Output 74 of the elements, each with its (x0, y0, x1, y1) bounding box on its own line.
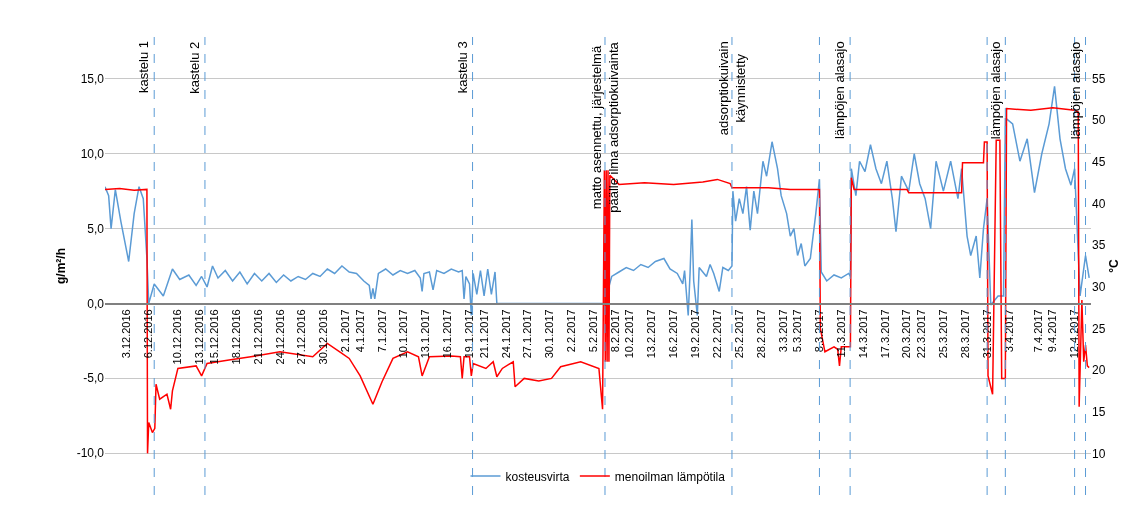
x-tick-label: 21.1.2017 (477, 309, 490, 359)
x-tick-label: 22.2.2017 (710, 309, 723, 359)
x-tick-label: 15.12.2016 (207, 309, 220, 365)
x-tick-label: 5.3.2017 (791, 309, 804, 353)
x-tick-label: 6.12.2016 (142, 309, 155, 359)
x-tick-label: 12.4.2017 (1068, 309, 1081, 359)
legend-label: kosteusvirta (505, 469, 570, 484)
x-tick-label: 21.12.2016 (251, 309, 264, 365)
x-tick-label: 16.2.2017 (667, 309, 680, 359)
ref-line-label: kastelu 1 (136, 40, 152, 93)
x-tick-label: 2.2.2017 (565, 309, 578, 353)
x-tick-label: 27.1.2017 (521, 309, 534, 359)
x-tick-label: 25.2.2017 (732, 309, 745, 359)
x-tick-label: 8.2.2017 (608, 309, 621, 353)
x-tick-label: 24.1.2017 (499, 309, 512, 359)
x-tick-label: 9.4.2017 (1046, 309, 1059, 353)
x-tick-label: 28.2.2017 (754, 309, 767, 359)
x-tick-label: 30.12.2016 (317, 309, 330, 365)
x-tick-label: 27.12.2016 (295, 309, 308, 365)
y2-tick-label: 10 (1092, 446, 1106, 461)
x-tick-label: 31.3.2017 (980, 309, 993, 359)
y-tick-label: -10,0 (76, 446, 105, 461)
x-tick-label: 24.12.2016 (273, 309, 286, 365)
y-tick-label: 5,0 (87, 221, 105, 236)
legend-label: menoilman lämpötila (614, 469, 726, 484)
x-tick-label: 19.2.2017 (689, 309, 702, 359)
x-tick-label: 10.12.2016 (171, 309, 184, 365)
x-tick-label: 13.12.2016 (193, 309, 206, 365)
x-tick-label: 13.1.2017 (419, 309, 432, 359)
ref-line-label: adsorptiokuivain käynnistetty (715, 41, 748, 136)
y-tick-label: -5,0 (83, 371, 105, 386)
x-tick-label: 18.12.2016 (229, 309, 242, 365)
x-tick-label: 25.3.2017 (936, 309, 949, 359)
x-tick-label: 3.3.2017 (776, 309, 789, 353)
x-tick-label: 3.12.2016 (120, 309, 133, 359)
y2-tick-label: 40 (1092, 196, 1106, 211)
x-tick-label: 16.1.2017 (441, 309, 454, 359)
y2-tick-label: 35 (1092, 238, 1106, 253)
x-tick-label: 8.3.2017 (813, 309, 826, 353)
x-tick-label: 30.1.2017 (543, 309, 556, 359)
y-tick-label: 0,0 (87, 296, 105, 311)
y-tick-label: 15,0 (80, 72, 105, 87)
x-tick-label: 11.3.2017 (834, 309, 847, 358)
y2-tick-label: 55 (1092, 71, 1106, 86)
y-axis-title: g/m²/h (53, 248, 68, 284)
ref-line-label: lämpöjen alasajo (987, 41, 1003, 140)
x-tick-label: 13.2.2017 (645, 309, 658, 359)
x-tick-label: 10.1.2017 (397, 309, 410, 359)
ref-line-label: kastelu 2 (187, 41, 203, 94)
y2-tick-label: 30 (1092, 280, 1106, 295)
y2-tick-label: 20 (1092, 363, 1106, 378)
x-tick-label: 2.1.2017 (339, 309, 352, 353)
ref-line-label: matto asennettu, järjestelmä päälle ilma adsorptiokuivainta (589, 41, 622, 213)
x-tick-label: 14.3.2017 (856, 309, 869, 359)
y2-tick-label: 15 (1092, 404, 1106, 419)
x-tick-label: 22.3.2017 (915, 309, 928, 359)
ref-line-label: kastelu 3 (454, 41, 470, 94)
x-tick-label: 17.3.2017 (878, 309, 891, 359)
x-tick-label: 5.2.2017 (587, 309, 600, 353)
x-tick-label: 7.1.2017 (375, 309, 388, 353)
x-tick-label: 10.2.2017 (623, 309, 636, 359)
y2-tick-label: 25 (1092, 321, 1106, 336)
x-tick-label: 3.4.2017 (1002, 309, 1015, 353)
x-tick-label: 4.1.2017 (353, 309, 366, 353)
x-tick-label: 19.1.2017 (463, 309, 476, 359)
ref-line-label: lämpöjen alasajo (832, 41, 848, 139)
x-tick-label: 28.3.2017 (958, 309, 971, 359)
x-tick-label: 20.3.2017 (900, 309, 913, 359)
y2-tick-label: 45 (1092, 155, 1106, 170)
y2-tick-label: 50 (1092, 113, 1106, 128)
y2-axis-title: °C (1106, 258, 1121, 273)
y-tick-label: 10,0 (80, 146, 105, 161)
ref-line-label: lämpöjen alasajo (1067, 41, 1083, 140)
x-tick-label: 7.4.2017 (1031, 309, 1044, 353)
